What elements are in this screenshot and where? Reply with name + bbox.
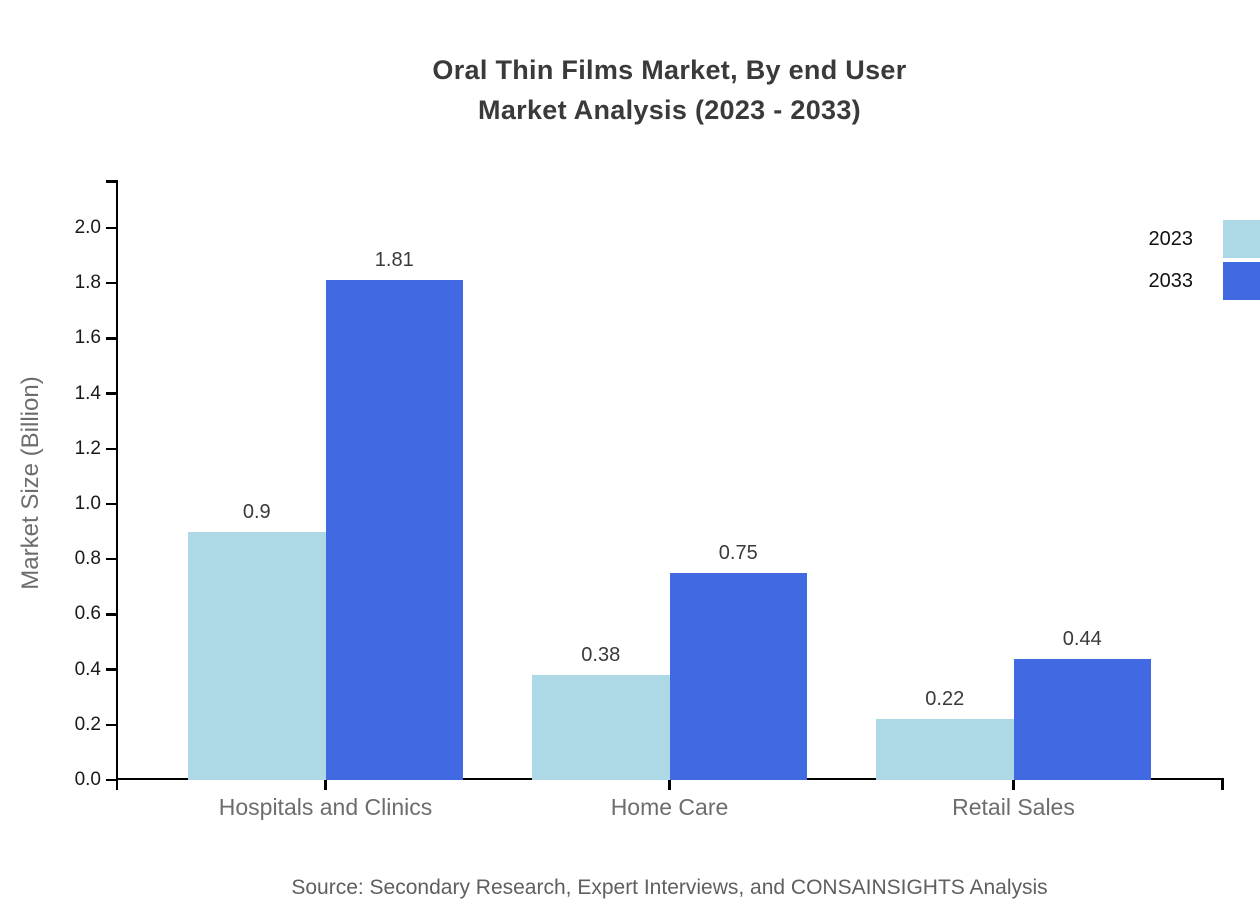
y-axis-spine (115, 180, 118, 783)
y-tick-0.8 (105, 557, 116, 561)
bar-value-2033-group2: 0.44 (1062, 627, 1102, 650)
y-tick-label-1.8: 1.8 (74, 272, 101, 294)
legend-label-2023: 2023 (1148, 228, 1194, 250)
x-tick-2 (1012, 780, 1015, 790)
bar-2033-group2 (1013, 658, 1151, 780)
y-tick-1.2 (105, 447, 116, 451)
category-label-2: Retail Sales (952, 794, 1075, 820)
y-tick-1.8 (105, 281, 116, 285)
y-tick-0.0 (105, 778, 116, 782)
x-tick-1 (668, 780, 671, 790)
chart-title: Oral Thin Films Market, By end User Mark… (118, 50, 1221, 130)
legend-swatch-2023 (1223, 220, 1260, 258)
y-tick-label-1.2: 1.2 (74, 437, 101, 459)
legend-swatch-2033 (1223, 262, 1260, 300)
category-label-0: Hospitals and Clinics (218, 794, 433, 820)
y-tick-label-0.8: 0.8 (74, 548, 101, 570)
y-tick-0.6 (105, 613, 116, 616)
y-tick-1.0 (105, 502, 116, 506)
y-tick-1.6 (105, 337, 116, 340)
y-tick-1.4 (105, 392, 116, 395)
x-tick-0 (324, 780, 327, 790)
y-tick-0.2 (105, 723, 116, 727)
bar-value-2023-group0: 0.9 (242, 500, 271, 523)
bar-value-2033-group1: 0.75 (718, 542, 758, 564)
y-tick-2.0 (105, 226, 116, 230)
y-tick-label-0.4: 0.4 (74, 658, 101, 680)
y-tick-label-1.0: 1.0 (74, 493, 101, 514)
y-tick-label-0.6: 0.6 (74, 603, 101, 625)
y-tick-0.4 (105, 668, 116, 671)
y-tick-label-0.2: 0.2 (74, 713, 101, 735)
chart-title-line2: Market Analysis (2023 - 2033) (478, 95, 861, 125)
y-tick-label-1.6: 1.6 (74, 327, 101, 349)
y-axis-top-cap (105, 180, 116, 183)
y-tick-label-2.0: 2.0 (74, 217, 101, 238)
x-axis-left-cap (115, 780, 118, 790)
bar-2033-group1 (669, 573, 807, 780)
y-tick-label-0.0: 0.0 (74, 769, 101, 790)
x-axis-right-cap (1221, 780, 1224, 790)
bar-2023-group1 (532, 675, 670, 780)
bar-2033-group0 (325, 280, 463, 780)
bar-value-2023-group2: 0.22 (925, 688, 965, 711)
bar-value-2033-group0: 1.81 (374, 249, 414, 272)
legend-label-2033: 2033 (1148, 270, 1194, 292)
category-label-1: Home Care (610, 794, 729, 820)
bar-value-2023-group1: 0.38 (581, 644, 621, 667)
bar-2023-group2 (876, 719, 1014, 780)
y-tick-label-1.4: 1.4 (74, 382, 101, 404)
bar-2023-group0 (188, 531, 326, 780)
chart-title-line1: Oral Thin Films Market, By end User (432, 55, 907, 85)
source-text: Source: Secondary Research, Expert Inter… (291, 876, 1048, 899)
